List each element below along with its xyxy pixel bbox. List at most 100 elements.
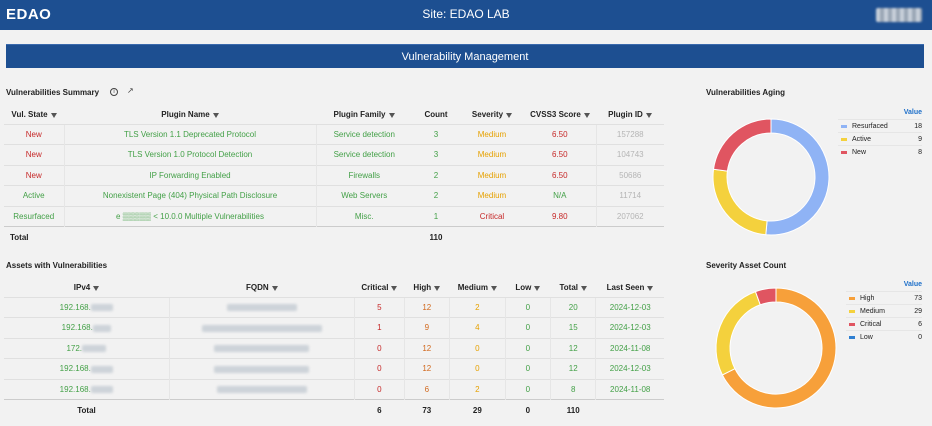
plugin-name[interactable]: IP Forwarding Enabled xyxy=(63,164,316,186)
col-vul-state[interactable]: Vul. State xyxy=(4,106,64,124)
high: 12 xyxy=(403,296,450,318)
table-row[interactable]: 172. 0 12 0 0 12 2024-11-08 xyxy=(4,337,664,359)
filter-icon[interactable] xyxy=(506,112,513,118)
filter-icon[interactable] xyxy=(490,285,497,291)
plugin-family: Service detection xyxy=(315,123,412,145)
ipv4-cell[interactable]: 172. xyxy=(4,337,169,359)
cvss3-score: 6.50 xyxy=(524,123,596,145)
table-header-row: IPv4 FQDN Critical High Medium Low Total… xyxy=(4,279,664,297)
col-plugin-family[interactable]: Plugin Family xyxy=(316,106,412,124)
legend-header: Value xyxy=(903,281,922,288)
count: 1 xyxy=(412,205,460,227)
filter-icon[interactable] xyxy=(645,112,652,118)
logo[interactable]: EDAO xyxy=(6,6,52,23)
legend-item[interactable]: New 8 xyxy=(838,145,922,158)
vul-state: New xyxy=(4,164,64,186)
critical: 0 xyxy=(354,378,405,400)
plugin-id: 50686 xyxy=(595,164,664,186)
legend-header: Value xyxy=(903,109,922,116)
filter-icon[interactable] xyxy=(434,285,441,291)
filter-icon[interactable] xyxy=(212,112,219,118)
plugin-family: Web Servers xyxy=(315,185,412,206)
col-total[interactable]: Total xyxy=(551,279,596,297)
col-critical[interactable]: Critical xyxy=(355,279,405,297)
ipv4-cell[interactable]: 192.168. xyxy=(4,378,169,400)
table-row[interactable]: New IP Forwarding Enabled Firewalls 2 Me… xyxy=(4,164,664,186)
plugin-name[interactable]: TLS Version 1.0 Protocol Detection xyxy=(63,144,316,165)
critical: 0 xyxy=(354,358,405,379)
high: 6 xyxy=(403,378,450,400)
ipv4-cell[interactable]: 192.168. xyxy=(4,317,169,338)
table-row[interactable]: 192.168. 0 12 0 0 12 2024-12-03 xyxy=(4,358,664,379)
legend-item[interactable]: Critical 6 xyxy=(846,317,922,330)
col-plugin-id[interactable]: Plugin ID xyxy=(596,106,664,124)
external-link-icon[interactable]: ↗ xyxy=(127,86,134,95)
table-row[interactable]: New TLS Version 1.1 Deprecated Protocol … xyxy=(4,123,664,145)
filter-icon[interactable] xyxy=(93,285,100,291)
last-seen: 2024-12-03 xyxy=(595,317,664,338)
legend-item[interactable]: Medium 29 xyxy=(846,304,922,317)
plugin-id: 207062 xyxy=(595,205,664,227)
plugin-name[interactable]: Nonexistent Page (404) Physical Path Dis… xyxy=(63,185,316,206)
filter-icon[interactable] xyxy=(388,112,395,118)
table-row[interactable]: 192.168. 0 6 2 0 8 2024-11-08 xyxy=(4,378,664,400)
col-cvss3[interactable]: CVSS3 Score xyxy=(524,106,596,124)
plugin-name[interactable]: e ▒▒▒▒▒ < 10.0.0 Multiple Vulnerabilitie… xyxy=(63,205,316,227)
total-medium: 29 xyxy=(449,399,506,420)
col-severity[interactable]: Severity xyxy=(460,106,524,124)
total-row: Total 110 xyxy=(4,226,664,247)
chart-title: Vulnerabilities Aging xyxy=(706,88,785,97)
user-menu[interactable] xyxy=(876,8,922,22)
plugin-name[interactable]: TLS Version 1.1 Deprecated Protocol xyxy=(63,123,316,145)
filter-icon[interactable] xyxy=(581,285,587,291)
col-ipv4[interactable]: IPv4 xyxy=(4,279,169,297)
ipv4-cell[interactable]: 192.168. xyxy=(4,358,169,379)
donut-slice-resurfaced[interactable] xyxy=(765,118,830,236)
low: 0 xyxy=(504,378,551,400)
site-title: Site: EDAO LAB xyxy=(422,7,510,21)
severity: Medium xyxy=(460,144,524,165)
plugin-id: 11714 xyxy=(595,185,664,206)
total: 8 xyxy=(550,378,596,400)
legend-item[interactable]: Resurfaced 18 xyxy=(838,119,922,132)
legend-item[interactable]: Active 9 xyxy=(838,132,922,145)
filter-icon[interactable] xyxy=(647,285,654,291)
legend-item[interactable]: Low 0 xyxy=(846,330,922,343)
table-row[interactable]: Active Nonexistent Page (404) Physical P… xyxy=(4,185,664,206)
total: 12 xyxy=(550,358,596,379)
filter-icon[interactable] xyxy=(583,112,590,118)
col-last-seen[interactable]: Last Seen xyxy=(596,279,664,297)
info-icon[interactable]: i xyxy=(110,88,118,96)
low: 0 xyxy=(504,296,551,318)
donut-slice-active[interactable] xyxy=(712,168,768,236)
donut-slice-critical[interactable] xyxy=(754,287,777,306)
ipv4-cell[interactable]: 192.168. xyxy=(4,296,169,318)
table-row[interactable]: 192.168. 1 9 4 0 15 2024-12-03 xyxy=(4,317,664,338)
filter-icon[interactable] xyxy=(534,285,541,291)
donut-slice-medium[interactable] xyxy=(715,290,761,376)
filter-icon[interactable] xyxy=(391,285,398,291)
donut-slice-new[interactable] xyxy=(712,118,772,172)
filter-icon[interactable] xyxy=(271,285,278,291)
donut-slice-high[interactable] xyxy=(721,287,837,409)
total-high: 73 xyxy=(404,399,450,420)
col-count[interactable]: Count xyxy=(424,110,448,120)
col-low[interactable]: Low xyxy=(505,279,550,297)
plugin-family: Misc. xyxy=(315,205,412,227)
low: 0 xyxy=(504,317,551,338)
col-high[interactable]: High xyxy=(404,279,449,297)
table-row[interactable]: New TLS Version 1.0 Protocol Detection S… xyxy=(4,144,664,165)
col-fqdn[interactable]: FQDN xyxy=(169,279,355,297)
vuln-summary-table: Vul. State Plugin Name Plugin Family Cou… xyxy=(4,106,664,247)
table-row[interactable]: Resurfaced e ▒▒▒▒▒ < 10.0.0 Multiple Vul… xyxy=(4,205,664,227)
chart-title: Severity Asset Count xyxy=(706,261,787,270)
filter-icon[interactable] xyxy=(50,112,57,118)
col-medium[interactable]: Medium xyxy=(450,279,506,297)
total-total: 110 xyxy=(550,399,596,420)
table-row[interactable]: 192.168. 5 12 2 0 20 2024-12-03 xyxy=(4,296,664,318)
critical: 0 xyxy=(354,337,405,359)
count: 2 xyxy=(412,185,460,206)
last-seen: 2024-11-08 xyxy=(595,378,664,400)
legend-item[interactable]: High 73 xyxy=(846,291,922,304)
col-plugin-name[interactable]: Plugin Name xyxy=(64,106,316,124)
